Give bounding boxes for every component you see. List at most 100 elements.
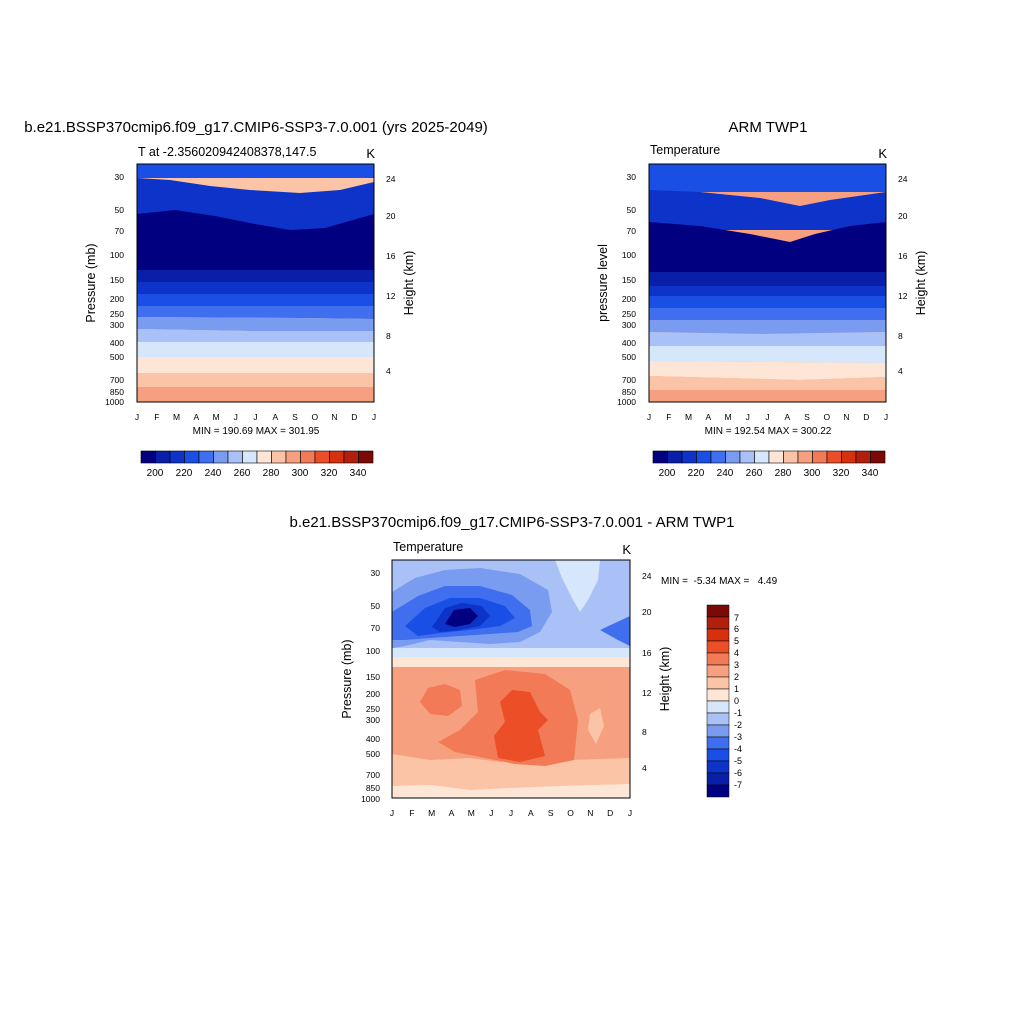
model-units: K [366,146,375,161]
obs-band [649,376,886,390]
model-x-tick: A [272,412,278,422]
colorbar-swatch [855,450,871,464]
colorbar-swatch [300,450,316,464]
obs-x-tick: J [884,412,888,422]
diff-p-tick: 150 [366,672,380,682]
colorbar-swatch [739,450,755,464]
colorbar-swatch [706,748,730,762]
model-x-tick: F [154,412,159,422]
model-x-tick: S [292,412,298,422]
model-cb-label: 220 [176,468,193,479]
diff-p-tick: 850 [366,783,380,793]
colorbar-swatch [706,652,730,666]
colorbar-swatch [826,450,842,464]
model-band [137,164,374,178]
colorbar-swatch [725,450,741,464]
colorbar-swatch [696,450,712,464]
model-band [137,373,374,387]
model-p-tick: 30 [115,172,125,182]
colorbar-swatch [706,772,730,786]
obs-frame [648,163,887,403]
colorbar-swatch [812,450,828,464]
colorbar-swatch [706,628,730,642]
model-ylabel-right: Height (km) [402,251,416,316]
diff-colorbar-swatches [706,604,730,798]
obs-p-tick: 70 [627,226,637,236]
model-h-tick: 24 [386,174,396,184]
colorbar-swatch [271,450,287,464]
colorbar-swatch [184,450,200,464]
model-h-tick: 8 [386,331,391,341]
obs-p-tick: 200 [622,294,636,304]
obs-h-tick: 16 [898,251,908,261]
obs-band [649,272,886,286]
model-cb-label: 340 [350,468,367,479]
model-colorbar-swatches [140,450,374,464]
obs-cb-label: 280 [775,468,792,479]
obs-p-tick: 30 [627,172,637,182]
model-cb-label: 260 [234,468,251,479]
diff-x-ticks: J F M A M J J A S O N D J [390,808,632,818]
colorbar-swatch [329,450,345,464]
obs-panel: ARM TWP1 Temperature K J F M A M J J [596,119,928,479]
obs-units: K [878,146,887,161]
diff-x-tick: N [587,808,593,818]
model-x-tick: D [351,412,357,422]
obs-p-tick: 1000 [617,397,636,407]
obs-title: ARM TWP1 [729,119,808,136]
model-x-tick: M [212,412,219,422]
diff-contour-field [392,560,630,798]
model-h-tick: 12 [386,291,396,301]
model-p-tick: 70 [115,226,125,236]
diff-units: K [622,542,631,557]
model-cb-label: 300 [292,468,309,479]
colorbar-swatch [213,450,229,464]
diff-h-tick: 8 [642,727,647,737]
diff-subtitle: Temperature [393,540,463,554]
colorbar-swatch [285,450,301,464]
colorbar-swatch [870,450,886,464]
model-band [137,329,374,342]
colorbar-swatch [706,664,730,678]
obs-cb-label: 240 [717,468,734,479]
diff-colorbar: 7 6 5 4 3 2 1 0 -1 -2 -3 -4 -5 -6 -7 [706,604,742,798]
diff-p-tick: 250 [366,704,380,714]
diff-p-tick: 50 [371,601,381,611]
model-frame [136,163,375,403]
model-p-tick: 400 [110,338,124,348]
diff-h-tick: 20 [642,607,652,617]
obs-colorbar-swatches [652,450,886,464]
diff-cb-label: -1 [734,708,742,718]
model-subtitle: T at -2.356020942408378,147.5 [138,145,316,159]
diff-h-tick: 16 [642,648,652,658]
obs-colorbar: 200 220 240 260 280 300 320 340 [652,450,886,479]
obs-x-tick: J [746,412,750,422]
model-panel: b.e21.BSSP370cmip6.f09_g17.CMIP6-SSP3-7.… [24,119,488,479]
model-band [137,294,374,306]
colorbar-swatch [667,450,683,464]
diff-p-tick: 1000 [361,794,380,804]
diff-x-tick: J [489,808,493,818]
diff-cb-label: 1 [734,684,739,694]
model-stats: MIN = 190.69 MAX = 301.95 [193,426,320,437]
obs-stats: MIN = 192.54 MAX = 300.22 [705,426,832,437]
model-x-ticks: J F M A M J J A S O N D J [135,412,376,422]
colorbar-swatch [681,450,697,464]
colorbar-swatch [706,724,730,738]
model-p-tick: 850 [110,387,124,397]
diff-cb-label: -3 [734,732,742,742]
obs-band [649,346,886,363]
colorbar-swatch [706,688,730,702]
diff-p-tick: 500 [366,749,380,759]
colorbar-swatch [256,450,272,464]
model-p-tick: 150 [110,275,124,285]
model-p-tick: 250 [110,309,124,319]
obs-band [649,296,886,308]
obs-cb-label: 220 [688,468,705,479]
obs-h-tick: 24 [898,174,908,184]
diff-cb-label: 2 [734,672,739,682]
obs-cb-label: 320 [833,468,850,479]
obs-cb-label: 300 [804,468,821,479]
colorbar-swatch [706,640,730,654]
